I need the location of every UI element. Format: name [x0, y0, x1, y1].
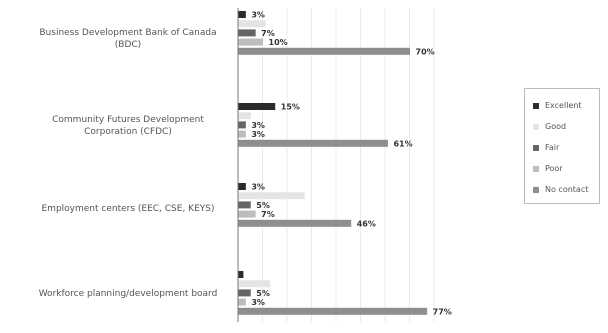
bar-business-development-ban-good: [238, 20, 266, 28]
bar-business-development-ban-poor: [238, 38, 263, 46]
legend-item-poor: Poor: [533, 158, 595, 179]
value-label-excellent: 3%: [251, 11, 265, 20]
bar-employment-centers-eec-c-no-contact: [238, 219, 352, 227]
category-labels: Business Development Bank of Canada (BDC)…: [39, 28, 218, 299]
value-label-excellent: 3%: [251, 183, 265, 192]
value-label-poor: 3%: [251, 298, 265, 307]
legend-swatch: [533, 144, 539, 151]
category-label-business-development-bank-of-canada-bdc: Business Development Bank of Canada (BDC): [39, 28, 216, 50]
legend: Excellent Good Fair Poor No contact: [524, 88, 600, 204]
bar-workforce-planning-devel-poor: [238, 298, 246, 306]
category-label-workforce-planning-development-board: Workforce planning/development board: [39, 289, 218, 299]
grid-lines: [237, 8, 435, 322]
value-label-no-contact: 46%: [357, 219, 376, 228]
legend-label: Excellent: [545, 101, 582, 110]
value-labels: 3%7%10%70%15%3%3%61%3%5%7%46%5%3%77%: [251, 11, 451, 317]
value-label-no-contact: 70%: [416, 47, 435, 56]
bar-workforce-planning-devel-excellent: [238, 271, 244, 278]
category-label-employment-centers-eec-cse-keys: Employment centers (EEC, CSE, KEYS): [41, 204, 214, 214]
value-label-poor: 7%: [261, 210, 275, 219]
value-label-fair: 5%: [256, 289, 270, 298]
bar-business-development-ban-no-contact: [238, 47, 410, 55]
legend-label: Fair: [545, 143, 560, 152]
value-label-excellent: 15%: [281, 103, 300, 112]
legend-label: No contact: [545, 185, 589, 194]
bar-employment-centers-eec-c-good: [238, 192, 305, 200]
legend-item-no-contact: No contact: [533, 179, 595, 200]
legend-label: Good: [545, 122, 567, 131]
bar-community-futures-develo-poor: [238, 130, 246, 138]
value-label-fair: 7%: [261, 29, 275, 38]
bar-workforce-planning-devel-fair: [238, 289, 251, 297]
legend-label: Poor: [545, 164, 563, 173]
value-label-no-contact: 77%: [433, 307, 452, 316]
value-label-no-contact: 61%: [393, 139, 412, 148]
bar-community-futures-develo-no-contact: [238, 139, 388, 147]
legend-item-good: Good: [533, 116, 595, 137]
bar-employment-centers-eec-c-fair: [238, 201, 251, 209]
bar-business-development-ban-excellent: [238, 11, 246, 18]
legend-item-fair: Fair: [533, 137, 595, 158]
value-label-poor: 3%: [251, 130, 265, 139]
bar-business-development-ban-fair: [238, 29, 256, 37]
bars: [238, 11, 428, 315]
value-label-poor: 10%: [269, 38, 288, 47]
legend-swatch: [533, 102, 539, 109]
bar-workforce-planning-devel-no-contact: [238, 307, 428, 315]
legend-swatch: [533, 165, 539, 172]
bar-community-futures-develo-good: [238, 112, 251, 120]
bar-community-futures-develo-excellent: [238, 103, 276, 110]
legend-swatch: [533, 123, 539, 130]
bar-community-futures-develo-fair: [238, 121, 246, 129]
legend-swatch: [533, 186, 539, 193]
value-label-fair: 3%: [251, 121, 265, 130]
bar-employment-centers-eec-c-excellent: [238, 183, 246, 190]
bar-employment-centers-eec-c-poor: [238, 210, 256, 218]
category-label-community-futures-development-corporation-cfdc: Community Futures Development Corporation…: [52, 115, 204, 137]
legend-item-excellent: Excellent: [533, 95, 595, 116]
bar-workforce-planning-devel-good: [238, 280, 271, 288]
value-label-fair: 5%: [256, 201, 270, 210]
